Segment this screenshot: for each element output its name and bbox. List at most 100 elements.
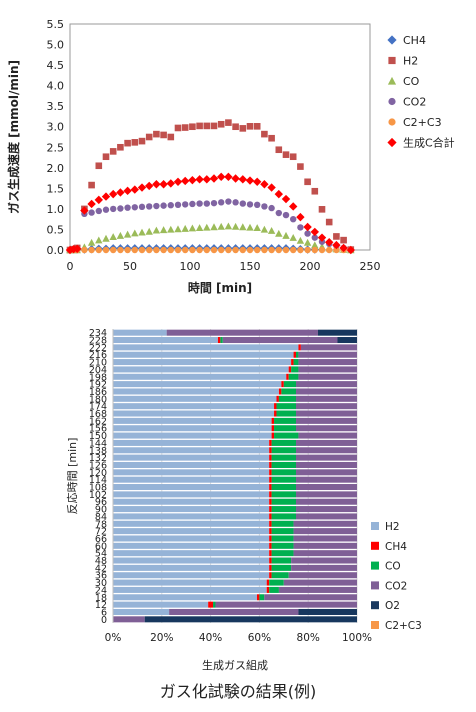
y-tick-label: 222 — [89, 343, 107, 354]
legend-marker-CH4 — [387, 35, 397, 45]
data-point-C2+C3 — [124, 246, 131, 254]
y-tick-label: 3.0 — [47, 121, 65, 134]
x-tick-label: 0 — [67, 260, 74, 273]
data-point-H2 — [210, 122, 218, 130]
data-point-CO2 — [225, 198, 232, 205]
legend-label: CH4 — [385, 541, 407, 553]
data-point-C2+C3 — [88, 246, 95, 254]
bar-segment-H2 — [113, 564, 270, 571]
bar-segment-CO — [271, 520, 294, 527]
y-tick-label: 24 — [95, 585, 107, 596]
bar-segment-CO2 — [296, 395, 357, 402]
bar-segment-CO — [281, 388, 296, 395]
y-tick-label: 132 — [89, 453, 107, 464]
data-point-H2 — [268, 134, 275, 142]
y-tick-label: 120 — [89, 468, 107, 479]
data-point-CO2 — [182, 201, 189, 208]
data-point-CO2 — [102, 206, 110, 213]
data-point-生成C合計 — [188, 175, 197, 185]
data-point-H2 — [318, 206, 326, 213]
bar-segment-CO2 — [169, 608, 299, 615]
bar-segment-H2 — [113, 535, 270, 542]
legend-label: O2 — [385, 600, 400, 612]
bar-segment-H2 — [113, 381, 282, 388]
data-point-C2+C3 — [117, 246, 124, 254]
y-tick-label: 18 — [95, 593, 107, 604]
data-point-H2 — [117, 143, 124, 151]
data-point-C2+C3 — [174, 246, 182, 254]
x-tick-label: 0% — [105, 632, 122, 644]
y-tick-label: 162 — [89, 416, 107, 427]
y-tick-label: 174 — [89, 402, 107, 413]
bar-segment-O2 — [298, 608, 357, 615]
data-point-CO2 — [290, 215, 297, 223]
legend-marker-CO — [387, 76, 397, 85]
y-tick-label: 0.5 — [47, 223, 65, 236]
data-point-C2+C3 — [282, 246, 290, 254]
bar-segment-CH4 — [269, 469, 272, 476]
bar-segment-H2 — [113, 351, 294, 358]
data-point-生成C合計 — [238, 175, 247, 184]
bar-segment-CH4 — [281, 381, 284, 388]
bar-segment-CH4 — [269, 550, 272, 557]
bar-segment-CO2 — [283, 579, 357, 586]
bar-segment-CO — [271, 439, 296, 446]
bar-segment-CH4 — [293, 351, 296, 358]
data-point-生成C合計 — [87, 199, 96, 209]
bar-segment-CO — [271, 469, 296, 476]
legend-swatch-CO2 — [371, 581, 379, 590]
data-point-CO2 — [254, 201, 261, 208]
y-tick-label: 144 — [89, 438, 107, 449]
data-point-H2 — [304, 178, 311, 186]
bar-segment-CH4 — [269, 520, 272, 527]
data-point-H2 — [102, 153, 110, 161]
y-tick-label: 3.5 — [47, 100, 65, 113]
bar-segment-CO2 — [296, 410, 357, 417]
bar-segment-CO — [271, 454, 296, 461]
data-point-CO2 — [196, 200, 203, 207]
bar-segment-CO2 — [300, 344, 357, 351]
bar-segment-CO2 — [296, 447, 357, 454]
bar-segment-CO2 — [215, 601, 357, 608]
legend-label: C2+C3 — [385, 620, 422, 632]
y-tick-label: 216 — [89, 350, 107, 361]
bar-segment-H2 — [113, 388, 279, 395]
bar-segment-H2 — [113, 550, 270, 557]
y-tick-label: 2.5 — [47, 141, 65, 154]
y-tick-label: 42 — [95, 563, 107, 574]
gas-generation-rate-chart: 0.0 0.5 1.0 1.5 2.0 2.5 3.0 3.5 4.0 4.5 5.0 5.5 0 50 1… — [6, 18, 455, 295]
data-point-CO — [167, 225, 175, 233]
bar-segment-CO — [271, 513, 296, 520]
data-point-C2+C3 — [203, 246, 210, 254]
bar-segment-H2 — [113, 373, 287, 380]
data-point-C2+C3 — [210, 246, 218, 254]
bar-segment-CO2 — [296, 403, 357, 410]
data-point-H2 — [203, 122, 211, 130]
data-point-CO2 — [117, 205, 124, 212]
data-point-CO — [109, 233, 117, 241]
data-point-CO2 — [167, 202, 174, 209]
bar-segment-CO — [271, 557, 292, 564]
bar-segment-CO — [271, 564, 292, 571]
legend-swatch-CO — [371, 561, 379, 570]
bar-segment-CH4 — [278, 388, 282, 395]
bar-segment-H2 — [113, 425, 272, 432]
data-point-CO2 — [239, 200, 246, 207]
legend-label: C2+C3 — [403, 116, 442, 129]
data-point-CO — [282, 231, 290, 239]
data-point-H2 — [217, 120, 225, 128]
bar-segment-CH4 — [217, 337, 221, 344]
data-point-CO2 — [124, 204, 131, 211]
bar-segment-CH4 — [286, 373, 289, 380]
data-point-CO2 — [88, 209, 95, 216]
data-point-H2 — [138, 137, 146, 145]
bar-segment-CO2 — [296, 506, 357, 513]
x-tick-label: 100 — [180, 260, 201, 273]
bar-segment-CH4 — [269, 528, 272, 535]
data-point-CO — [260, 225, 269, 233]
bar-segment-H2 — [113, 586, 267, 593]
bar-segment-CH4 — [271, 425, 275, 432]
y-tick-label: 198 — [89, 372, 107, 383]
data-point-CO2 — [261, 203, 268, 210]
bar-segment-CO2 — [296, 484, 357, 491]
